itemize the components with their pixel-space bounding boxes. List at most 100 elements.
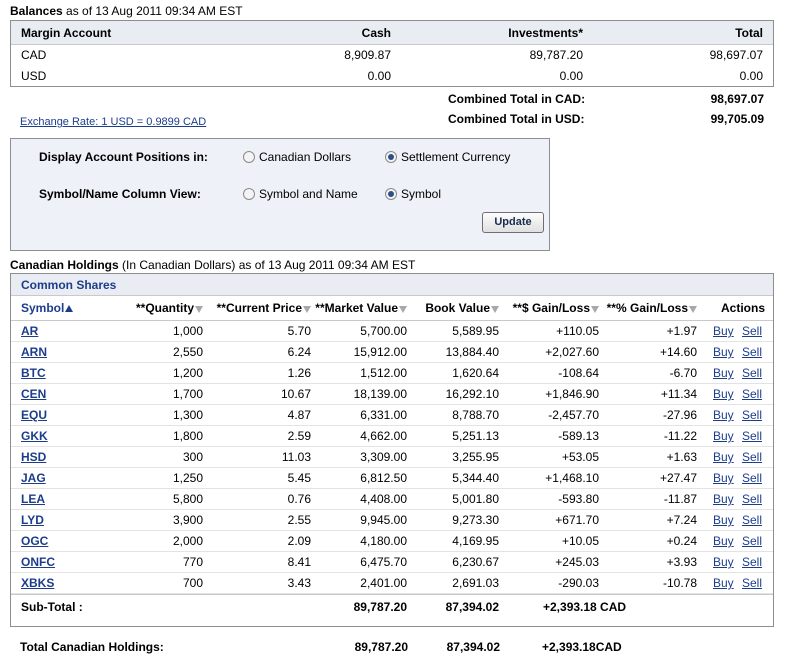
balance-total: 98,697.07 (709, 48, 763, 62)
col-actions: Actions (721, 301, 766, 315)
sell-link[interactable]: Sell (742, 387, 763, 401)
holding-book-value: 6,230.67 (452, 555, 499, 569)
col-market-value[interactable]: **Market Value (315, 296, 407, 321)
holding-book-value: 9,273.30 (452, 513, 499, 527)
section-common-shares: Common Shares (21, 278, 117, 292)
sell-link[interactable]: Sell (742, 492, 763, 506)
holding-quantity: 1,250 (172, 471, 203, 485)
holding-quantity: 3,900 (172, 513, 203, 527)
header-investments: Investments* (508, 26, 583, 40)
sell-link[interactable]: Sell (742, 366, 763, 380)
buy-link[interactable]: Buy (713, 408, 734, 422)
sell-link[interactable]: Sell (742, 576, 763, 590)
holding-book-value: 5,344.40 (452, 471, 499, 485)
combined-cad-label: Combined Total in CAD: (448, 92, 586, 106)
holding-dollar-gain: -290.03 (558, 576, 599, 590)
holding-quantity: 770 (182, 555, 203, 569)
holding-book-value: 5,589.95 (452, 324, 499, 338)
sell-link[interactable]: Sell (742, 345, 763, 359)
buy-link[interactable]: Buy (713, 576, 734, 590)
holding-dollar-gain: -593.80 (558, 492, 599, 506)
holding-pct-gain: +0.24 (666, 534, 697, 548)
subtotal-row: Sub-Total : 89,787.20 87,394.02 +2,393.1… (11, 594, 773, 618)
symbol-link[interactable]: ONFC (21, 555, 55, 569)
sell-link[interactable]: Sell (742, 429, 763, 443)
buy-link[interactable]: Buy (713, 366, 734, 380)
radio-settlement-currency[interactable]: Settlement Currency (385, 150, 510, 164)
balances-heading: Balances as of 13 Aug 2011 09:34 AM EST (10, 4, 243, 18)
sort-icon (399, 306, 407, 313)
col-book-value[interactable]: Book Value (425, 296, 499, 321)
buy-link[interactable]: Buy (713, 471, 734, 485)
col-symbol[interactable]: Symbol (21, 296, 74, 321)
symbol-link[interactable]: XBKS (21, 576, 55, 590)
col-quantity[interactable]: **Quantity (136, 296, 203, 321)
symbol-link[interactable]: CEN (21, 387, 47, 401)
buy-link[interactable]: Buy (713, 345, 734, 359)
holding-price: 11.03 (281, 450, 311, 464)
symbol-link[interactable]: GKK (21, 429, 48, 443)
balance-cash: 8,909.87 (344, 48, 391, 62)
radio-symbol-label: Symbol (401, 187, 442, 201)
radio-canadian-dollars[interactable]: Canadian Dollars (243, 150, 351, 164)
exchange-rate-link[interactable]: Exchange Rate: 1 USD = 0.9899 CAD (20, 116, 207, 128)
holdings-title: Canadian Holdings (10, 258, 119, 272)
buy-link[interactable]: Buy (713, 324, 734, 338)
radio-symbol[interactable]: Symbol (385, 187, 441, 201)
total-holdings-row: Total Canadian Holdings: 89,787.20 87,39… (10, 636, 774, 658)
sell-link[interactable]: Sell (742, 471, 763, 485)
buy-link[interactable]: Buy (713, 555, 734, 569)
symbol-link[interactable]: HSD (21, 450, 47, 464)
symbol-link[interactable]: AR (21, 324, 39, 338)
symbol-link[interactable]: JAG (21, 471, 46, 485)
holding-book-value: 2,691.03 (452, 576, 499, 590)
sell-link[interactable]: Sell (742, 555, 763, 569)
sell-link[interactable]: Sell (742, 513, 763, 527)
holding-book-value: 5,251.13 (452, 429, 499, 443)
holding-quantity: 2,550 (172, 345, 203, 359)
subtotal-gain: +2,393.18 CAD (543, 600, 627, 614)
holding-dollar-gain: -589.13 (558, 429, 599, 443)
sell-link[interactable]: Sell (742, 450, 763, 464)
sell-link[interactable]: Sell (742, 534, 763, 548)
symbol-link[interactable]: BTC (21, 366, 46, 380)
balance-currency: CAD (21, 48, 47, 62)
holding-dollar-gain: +245.03 (555, 555, 599, 569)
buy-link[interactable]: Buy (713, 387, 734, 401)
col-pct-gain[interactable]: **% Gain/Loss (607, 296, 697, 321)
holding-dollar-gain: +1,468.10 (545, 471, 599, 485)
holding-market-value: 4,408.00 (360, 492, 407, 506)
buy-link[interactable]: Buy (713, 513, 734, 527)
radio-symbol-and-name[interactable]: Symbol and Name (243, 187, 358, 201)
sort-icon (491, 306, 499, 313)
sell-link[interactable]: Sell (742, 408, 763, 422)
buy-link[interactable]: Buy (713, 429, 734, 443)
holding-pct-gain: +27.47 (659, 471, 697, 485)
symbol-link[interactable]: OGC (21, 534, 49, 548)
symbol-link[interactable]: ARN (21, 345, 47, 359)
holding-pct-gain: -11.87 (663, 492, 697, 506)
combined-cad-value: 98,697.07 (710, 92, 764, 106)
holding-market-value: 4,662.00 (360, 429, 407, 443)
sell-link[interactable]: Sell (742, 324, 763, 338)
subtotal-book: 87,394.02 (445, 600, 499, 614)
buy-link[interactable]: Buy (713, 450, 734, 464)
symbol-link[interactable]: LEA (21, 492, 45, 506)
symbol-link[interactable]: LYD (21, 513, 44, 527)
holding-pct-gain: +1.97 (666, 324, 697, 338)
radio-selected-icon (385, 151, 397, 163)
holdings-column-headers: Symbol **Quantity **Current Price **Mark… (11, 296, 773, 321)
holding-market-value: 18,139.00 (353, 387, 407, 401)
buy-link[interactable]: Buy (713, 534, 734, 548)
radio-unselected-icon (243, 151, 255, 163)
buy-link[interactable]: Buy (713, 492, 734, 506)
update-button[interactable]: Update (482, 212, 544, 233)
holding-dollar-gain: -108.64 (558, 366, 599, 380)
section-header: Common Shares (11, 274, 773, 296)
symbol-link[interactable]: EQU (21, 408, 48, 422)
holding-book-value: 1,620.64 (452, 366, 499, 380)
holding-book-value: 3,255.95 (452, 450, 499, 464)
col-dollar-gain[interactable]: **$ Gain/Loss (513, 296, 599, 321)
col-current-price[interactable]: **Current Price (217, 296, 311, 321)
radio-unselected-icon (243, 188, 255, 200)
